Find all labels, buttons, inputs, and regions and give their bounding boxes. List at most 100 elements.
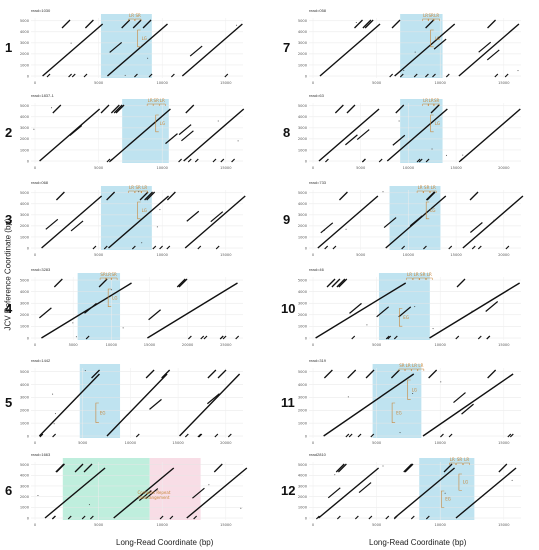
dotplot-svg: 0 1000 2000 3000 4000 5000 0 5000 10000 15000 Comp…	[20, 458, 248, 527]
alignment-segment	[393, 515, 398, 520]
alignment-segment	[149, 398, 162, 410]
alignment-diagonal	[184, 195, 246, 249]
dotplot-panel-12: 12 read2810 0 1000 2000 3000 4000 5000 0 5000 1000…	[281, 452, 533, 532]
alignment-segment	[345, 433, 350, 438]
y-tick-label: 4000	[20, 290, 30, 294]
annotation-tick	[422, 18, 429, 21]
annotation-tick	[406, 277, 413, 280]
dotplot-svg: 0 1000 2000 3000 4000 5000 0 5000 10000 15000 2000…	[20, 272, 243, 347]
dotplot-panel-4: 4 read=3283 0 1000 2000 3000 4000 5000 0 5000 1000…	[5, 267, 255, 352]
alignment-segment	[448, 245, 453, 250]
alignment-segment	[424, 73, 429, 78]
alignment-segment	[192, 487, 205, 499]
x-tick-label: 0	[34, 253, 37, 257]
y-tick-label: 2000	[298, 224, 308, 228]
data-point	[156, 226, 158, 228]
annotation-tick	[134, 190, 142, 193]
annotation-tick	[427, 103, 435, 106]
alignment-segment	[326, 278, 336, 288]
read-label: read=1837-1	[31, 93, 54, 98]
alignment-segment	[108, 158, 113, 163]
dotplot-svg: 0 1000 2000 3000 4000 5000 0 5000 10000 15000 2000…	[298, 185, 524, 257]
alignment-segment	[370, 433, 375, 438]
y-tick-label: 0	[305, 516, 308, 520]
x-tick-label: 10000	[156, 81, 168, 85]
x-tick-label: 15000	[220, 253, 232, 257]
read-label: read=1663	[31, 452, 51, 457]
gap-bracket	[95, 402, 99, 423]
y-tick-label: 5000	[20, 191, 30, 195]
read-label: read=46	[309, 267, 324, 272]
alignment-segment	[485, 301, 499, 312]
highlight-region	[100, 14, 152, 78]
annotation-label: LR	[427, 272, 432, 277]
y-tick-label: 4000	[298, 115, 308, 119]
data-point	[382, 465, 384, 467]
x-tick-label: 0	[34, 166, 37, 170]
alignment-segment	[325, 158, 329, 163]
x-tick-label: 15000	[172, 441, 184, 445]
gap-bracket	[137, 29, 141, 48]
alignment-segment	[214, 433, 219, 438]
panel-number: 10	[281, 300, 296, 316]
x-tick-label: 5000	[94, 253, 104, 257]
y-tick-label: 0	[27, 516, 30, 520]
alignment-segment	[181, 130, 194, 142]
alignment-segment	[85, 335, 90, 340]
alignment-segment	[227, 433, 232, 438]
data-point	[414, 51, 416, 53]
alignment-segment	[98, 278, 108, 288]
x-tick-label: 10000	[434, 441, 446, 445]
data-point	[366, 324, 368, 326]
alignment-diagonal	[44, 467, 106, 519]
alignment-diagonal	[108, 195, 170, 249]
x-tick-label: 0	[312, 81, 315, 85]
read-label: read=3283	[31, 267, 51, 272]
dotplot-panel-10: 10 read=46 0 1000 2000 3000 4000 5000 0 5000 10000…	[281, 267, 533, 352]
alignment-segment	[385, 335, 390, 340]
y-tick-label: 3000	[298, 302, 308, 306]
annotation-tick	[449, 462, 456, 465]
y-tick-label: 1000	[20, 421, 30, 425]
alignment-segment	[348, 433, 353, 438]
alignment-segment	[39, 433, 44, 438]
alignment-segment	[71, 73, 76, 78]
alignment-diagonal	[39, 108, 101, 162]
x-tick-label: 15000	[220, 523, 232, 527]
alignment-segment	[55, 191, 65, 201]
alignment-segment	[52, 104, 62, 114]
y-tick-label: 2000	[20, 224, 30, 228]
y-tick-label: 1000	[298, 148, 308, 152]
alignment-segment	[84, 19, 94, 29]
y-tick-label: 0	[27, 159, 30, 163]
annotation-tick	[416, 190, 424, 193]
x-tick-label: 20000	[498, 253, 510, 257]
alignment-segment	[336, 515, 341, 520]
annotation-label: Rearrangement	[138, 495, 170, 500]
alignment-diagonal	[41, 195, 103, 249]
alignment-segment	[327, 487, 341, 499]
highlight-region	[389, 186, 441, 250]
data-point	[54, 413, 56, 415]
read-label: read=068	[31, 180, 49, 185]
alignment-segment	[115, 104, 125, 114]
annotation-label: LR	[429, 98, 434, 103]
x-tick-label: 5000	[94, 81, 104, 85]
data-point	[432, 328, 434, 330]
alignment-segment	[110, 104, 120, 114]
alignment-segment	[338, 191, 348, 201]
alignment-segment	[455, 335, 460, 340]
alignment-segment	[345, 134, 358, 146]
annotation-tick	[134, 18, 142, 21]
y-tick-label: 4000	[20, 383, 30, 387]
x-tick-label: 10000	[156, 166, 168, 170]
alignment-segment	[430, 104, 440, 114]
alignment-segment	[425, 158, 430, 163]
data-point	[70, 42, 72, 44]
annotation-label: LR	[412, 363, 417, 368]
annotation-tick	[423, 190, 430, 193]
y-tick-label: 5000	[298, 104, 308, 108]
x-tick-label: 5000	[69, 343, 79, 347]
y-tick-label: 5000	[298, 370, 308, 374]
y-tick-label: 0	[27, 336, 30, 340]
